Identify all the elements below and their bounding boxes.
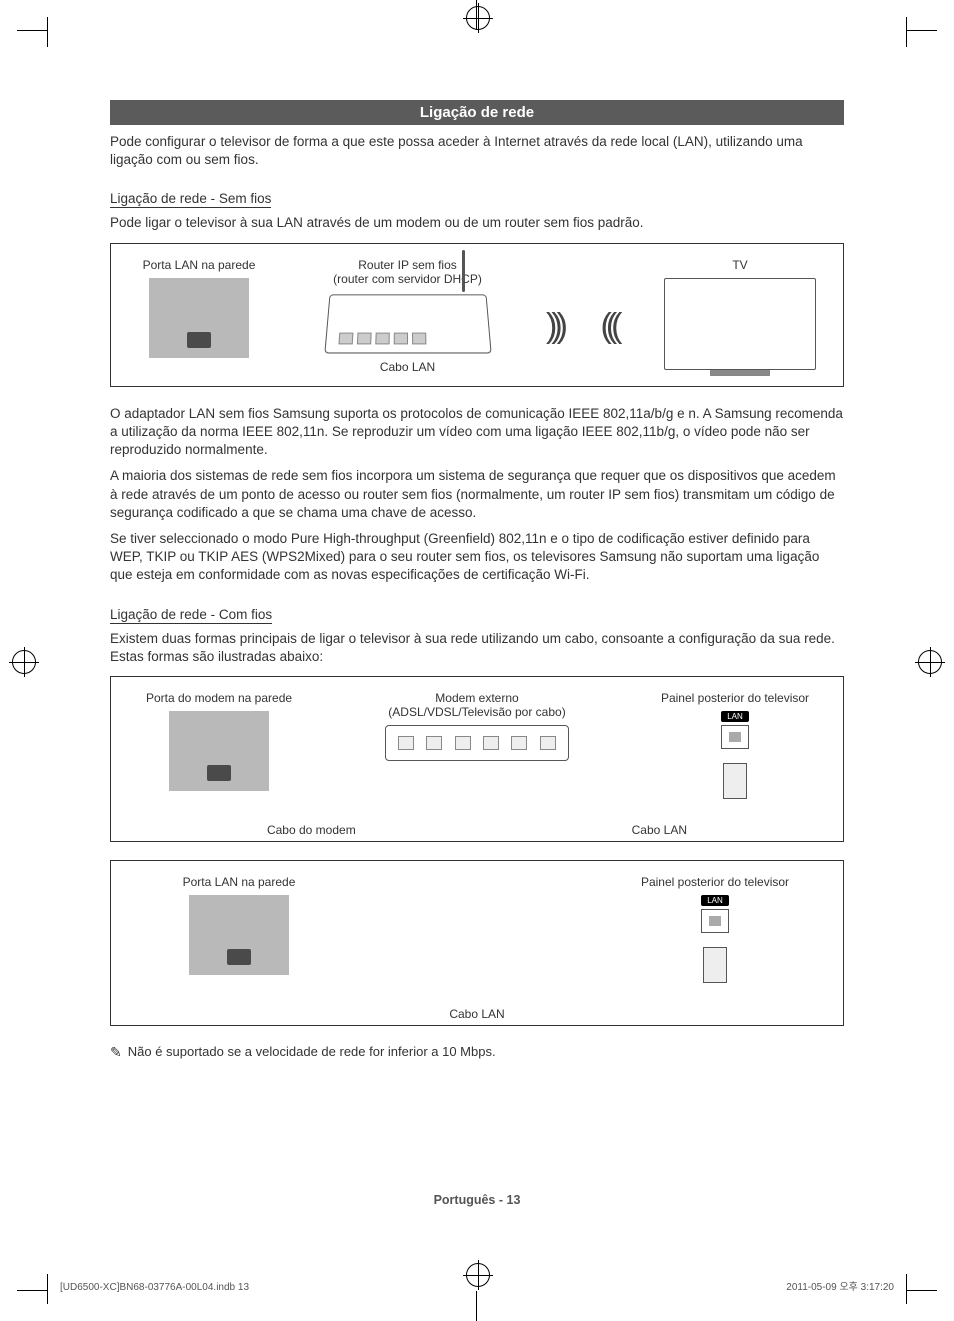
tv-icon [664, 278, 816, 370]
lan-cable-label: Cabo LAN [449, 1007, 504, 1021]
signal-in-icon: ((( [601, 307, 617, 346]
lan-connector-icon [703, 947, 727, 983]
modem-cable-label: Cabo do modem [267, 823, 356, 837]
tv-back-panel-label: Painel posterior do televisor [661, 691, 809, 705]
wired-diagram-1: Porta do modem na parede Modem externo (… [110, 676, 844, 842]
crop-mark [17, 30, 47, 31]
lan-jack-icon [721, 725, 749, 749]
lan-jack-icon [701, 909, 729, 933]
lan-cable-label: Cabo LAN [632, 823, 687, 837]
footer-filename: [UD6500-XC]BN68-03776A-00L04.indb 13 [60, 1282, 249, 1293]
wall-port-label: Porta LAN na parede [143, 258, 256, 272]
wall-port-icon [169, 711, 269, 791]
wireless-body-1: O adaptador LAN sem fios Samsung suporta… [110, 405, 844, 460]
wireless-diagram: Porta LAN na parede Router IP sem fios (… [110, 243, 844, 387]
registration-mark-icon [918, 650, 942, 674]
wired-heading: Ligação de rede - Com fios [110, 607, 272, 624]
crop-mark [47, 17, 48, 47]
crop-mark [17, 1290, 47, 1291]
tv-stand-icon [710, 370, 770, 376]
footer-timestamp: 2011-05-09 오후 3:17:20 [786, 1278, 894, 1293]
wireless-body-2: A maioria dos sistemas de rede sem fios … [110, 467, 844, 522]
registration-mark-icon [12, 650, 36, 674]
wall-port-icon [149, 278, 249, 358]
crop-mark [907, 30, 937, 31]
signal-out-icon: ))) [546, 307, 562, 346]
registration-mark-icon [466, 6, 490, 30]
page-content: Ligação de rede Pode configurar o televi… [110, 100, 844, 1241]
external-modem-label: Modem externo (ADSL/VDSL/Televisão por c… [388, 691, 565, 719]
modem-icon [385, 725, 569, 761]
section-title: Ligação de rede [110, 100, 844, 125]
wireless-heading: Ligação de rede - Sem fios [110, 191, 271, 208]
lan-wall-label: Porta LAN na parede [183, 875, 296, 889]
crop-mark [906, 17, 907, 47]
lan-connector-icon [723, 763, 747, 799]
lan-port-tag: LAN [701, 895, 729, 906]
page-number: Português - 13 [110, 1193, 844, 1207]
note-text: Não é suportado se a velocidade de rede … [128, 1044, 496, 1061]
wired-diagram-2: Porta LAN na parede Painel posterior do … [110, 860, 844, 1026]
wired-desc: Existem duas formas principais de ligar … [110, 630, 844, 666]
crop-mark [907, 1290, 937, 1291]
registration-mark-icon [466, 1263, 490, 1287]
tv-label: TV [732, 258, 747, 272]
wall-port-icon [189, 895, 289, 975]
modem-wall-label: Porta do modem na parede [146, 691, 292, 705]
wireless-desc: Pode ligar o televisor à sua LAN através… [110, 214, 844, 232]
note: ✎ Não é suportado se a velocidade de red… [110, 1044, 844, 1061]
lan-port-tag: LAN [721, 711, 749, 722]
crop-mark [476, 1291, 477, 1321]
wireless-body-3: Se tiver seleccionado o modo Pure High-t… [110, 530, 844, 585]
intro-paragraph: Pode configurar o televisor de forma a q… [110, 133, 844, 169]
lan-cable-label: Cabo LAN [380, 360, 435, 374]
tv-back-panel-label: Painel posterior do televisor [641, 875, 789, 889]
router-label: Router IP sem fios (router com servidor … [333, 258, 482, 286]
crop-mark [47, 1274, 48, 1304]
crop-mark [906, 1274, 907, 1304]
router-icon [324, 294, 491, 353]
router-antenna-icon [462, 250, 465, 292]
note-icon: ✎ [110, 1044, 122, 1061]
